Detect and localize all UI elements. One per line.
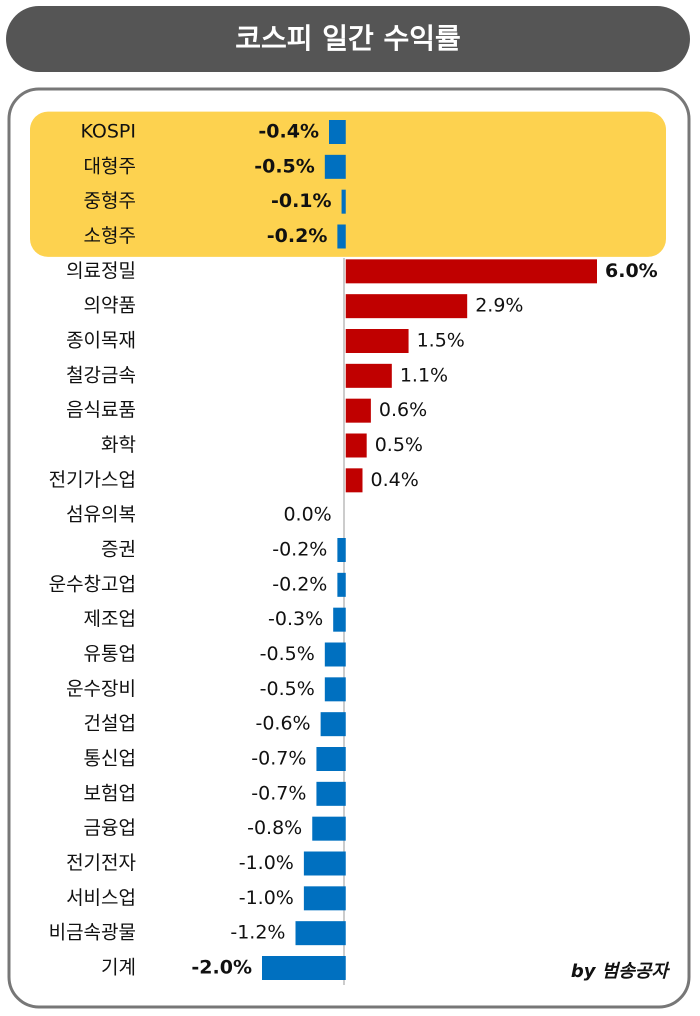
category-label: 전기전자 (66, 852, 136, 874)
category-label: 음식료품 (66, 399, 136, 421)
bar (312, 816, 346, 841)
category-label: 운수창고업 (49, 573, 136, 595)
highlight-box (30, 111, 666, 257)
category-label: 건설업 (84, 713, 136, 735)
bar (324, 154, 346, 179)
value-label: -0.7% (251, 748, 306, 770)
category-label: 중형주 (84, 190, 136, 212)
bar (262, 956, 346, 980)
value-label: -0.5% (254, 155, 315, 177)
value-label: 6.0% (605, 260, 658, 282)
value-label: -0.4% (258, 121, 319, 143)
value-label: -1.0% (239, 887, 294, 909)
value-label: 1.1% (400, 364, 448, 386)
bar (324, 642, 346, 667)
category-label: 기계 (101, 957, 136, 979)
category-label: 대형주 (84, 155, 136, 177)
category-label: KOSPI (81, 121, 137, 143)
bar (316, 747, 346, 771)
category-label: 증권 (101, 539, 136, 561)
category-label: 제조업 (84, 608, 136, 630)
value-label: -0.2% (267, 225, 328, 247)
value-label: 1.5% (417, 330, 465, 352)
bar (345, 259, 597, 284)
bar (316, 781, 346, 806)
value-label: -0.7% (251, 782, 306, 804)
bar (345, 363, 392, 388)
value-label: 0.6% (379, 399, 427, 421)
bar (303, 851, 346, 876)
category-label: 의료정밀 (66, 260, 136, 282)
value-label: -0.2% (272, 539, 327, 561)
category-label: 보험업 (84, 782, 136, 804)
category-label: 유통업 (84, 643, 136, 665)
bar (345, 294, 468, 319)
title-box (6, 6, 690, 72)
category-label: 의약품 (84, 295, 136, 317)
bar (341, 189, 346, 214)
value-label: -1.2% (230, 922, 285, 944)
bar (295, 921, 346, 946)
category-label: 철강금속 (66, 364, 136, 386)
value-label: 0.5% (375, 434, 423, 456)
bar (337, 224, 346, 249)
category-label: 화학 (101, 434, 136, 456)
category-label: 비금속광물 (49, 922, 136, 944)
credit: by 범송공자 (571, 961, 671, 982)
category-label: 서비스업 (66, 887, 136, 909)
value-label: 0.4% (371, 469, 419, 491)
bar (320, 712, 346, 737)
value-label: -1.0% (239, 852, 294, 874)
chart-title: 코스피 일간 수익률 (235, 22, 461, 55)
value-label: 2.9% (475, 295, 523, 317)
value-label: 0.0% (283, 504, 331, 526)
bar (303, 886, 346, 911)
bar (345, 468, 363, 493)
bar (329, 120, 346, 144)
bar (345, 398, 371, 423)
category-label: 섬유의복 (66, 504, 136, 526)
category-label: 통신업 (84, 748, 136, 770)
bar (324, 677, 346, 702)
category-label: 금융업 (84, 817, 136, 839)
value-label: -0.1% (271, 190, 332, 212)
value-label: -0.2% (272, 573, 327, 595)
value-label: -0.5% (260, 678, 315, 700)
value-label: -0.5% (260, 643, 315, 665)
category-label: 운수장비 (66, 678, 136, 700)
category-label: 종이목재 (66, 330, 136, 352)
bar (345, 433, 367, 458)
bar (345, 329, 409, 353)
value-label: -0.6% (255, 713, 310, 735)
category-label: 소형주 (84, 225, 136, 247)
bar (337, 538, 346, 562)
bar (337, 572, 346, 597)
value-label: -2.0% (191, 957, 252, 979)
panel (7, 87, 691, 1009)
bar (333, 607, 346, 632)
value-label: -0.3% (268, 608, 323, 630)
value-label: -0.8% (247, 817, 302, 839)
category-label: 전기가스업 (49, 469, 136, 491)
